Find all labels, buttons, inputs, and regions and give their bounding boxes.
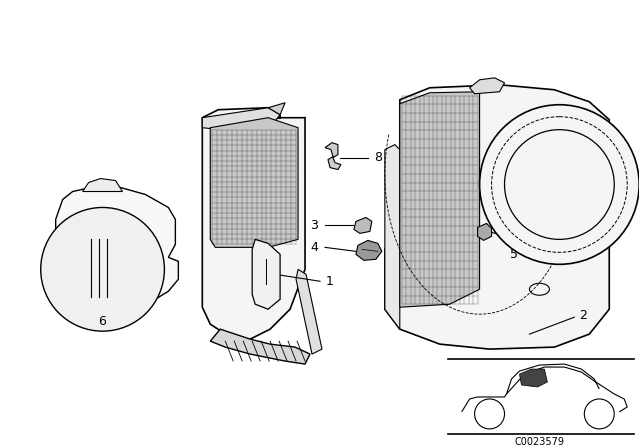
Polygon shape bbox=[400, 92, 479, 307]
Polygon shape bbox=[296, 269, 322, 354]
Polygon shape bbox=[83, 179, 122, 191]
Polygon shape bbox=[356, 241, 382, 260]
Polygon shape bbox=[470, 78, 504, 94]
Polygon shape bbox=[268, 103, 285, 115]
Polygon shape bbox=[202, 108, 280, 129]
Text: 3: 3 bbox=[310, 219, 318, 232]
Polygon shape bbox=[325, 142, 341, 169]
Text: 4: 4 bbox=[310, 241, 318, 254]
Text: 1: 1 bbox=[326, 275, 334, 288]
Polygon shape bbox=[211, 118, 298, 247]
Polygon shape bbox=[202, 108, 305, 339]
Polygon shape bbox=[520, 369, 547, 387]
Text: 6: 6 bbox=[99, 314, 106, 327]
Polygon shape bbox=[252, 239, 280, 309]
Circle shape bbox=[41, 207, 164, 331]
Text: 5: 5 bbox=[509, 248, 518, 261]
Text: 7: 7 bbox=[549, 248, 557, 261]
Polygon shape bbox=[354, 217, 372, 233]
Polygon shape bbox=[56, 188, 179, 304]
Text: C0023579: C0023579 bbox=[515, 437, 564, 447]
Circle shape bbox=[161, 233, 174, 246]
Text: 2: 2 bbox=[579, 309, 588, 322]
Polygon shape bbox=[385, 85, 609, 349]
Text: 8: 8 bbox=[374, 151, 382, 164]
Polygon shape bbox=[477, 224, 492, 241]
Polygon shape bbox=[385, 145, 400, 329]
Polygon shape bbox=[211, 329, 310, 364]
Circle shape bbox=[479, 105, 639, 264]
